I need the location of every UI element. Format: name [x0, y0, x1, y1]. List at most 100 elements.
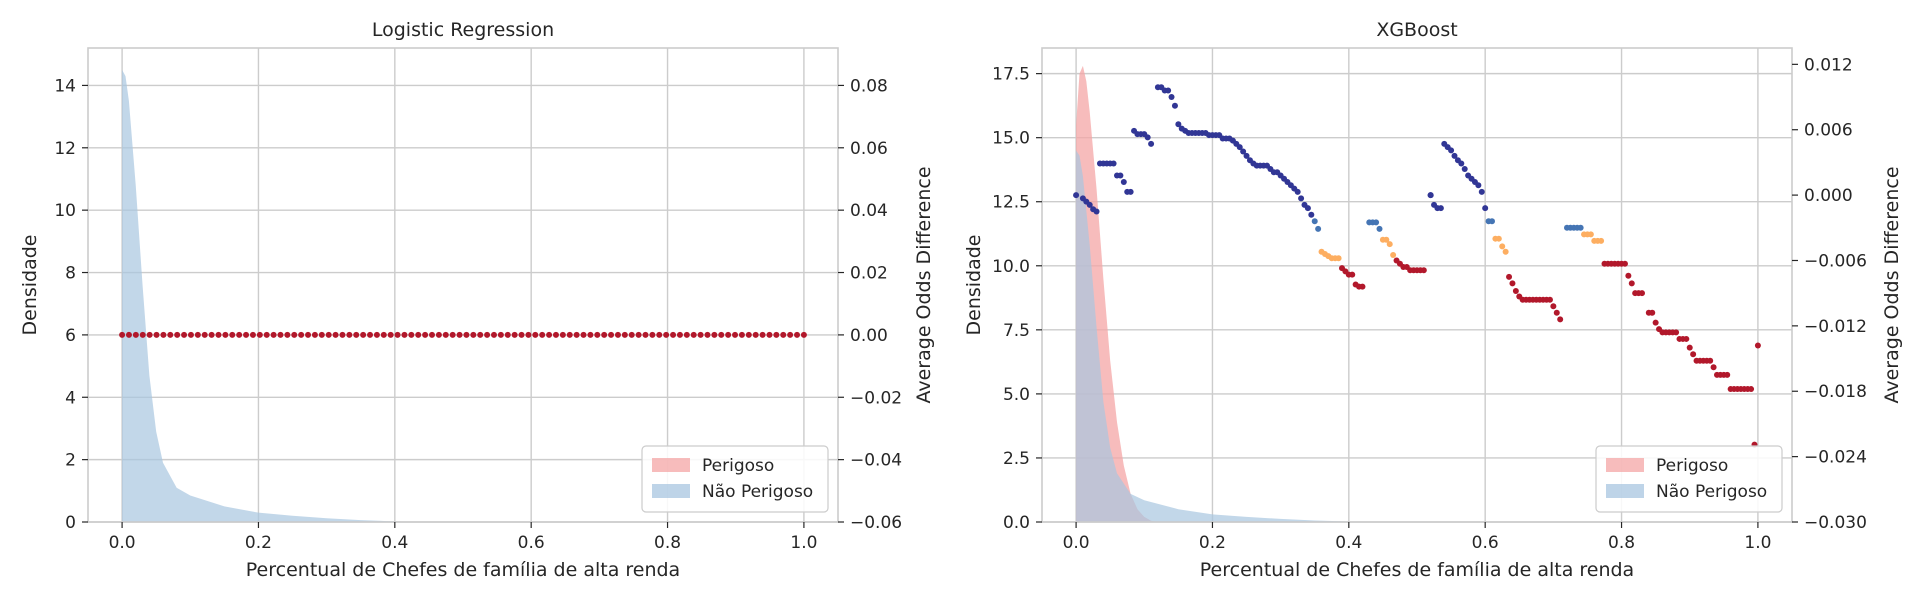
- odds-point: [1557, 316, 1564, 323]
- odds-point: [332, 331, 339, 338]
- odds-point: [1390, 252, 1397, 259]
- subplot-xgboost: 0.0 0.2 0.4 0.6 0.8 1.0 0.0 2.5 5.0 7.5 10.0 12.5 15…: [963, 19, 1903, 581]
- x-tick-label: 0.4: [381, 533, 408, 553]
- odds-point: [132, 331, 139, 338]
- odds-point: [601, 331, 608, 338]
- odds-point: [738, 331, 745, 338]
- odds-point: [525, 331, 532, 338]
- odds-point: [187, 331, 194, 338]
- odds-point: [683, 331, 690, 338]
- subplot-title: XGBoost: [1376, 19, 1457, 41]
- odds-point: [1502, 248, 1509, 255]
- odds-point: [215, 331, 222, 338]
- subplot-logistic-regression: 0.0 0.2 0.4 0.6 0.8 1.0 0 2 4 6 8 10 12 14 0.08 0.06 0.0…: [19, 19, 935, 581]
- x-tick-label: 0.4: [1335, 533, 1362, 553]
- legend-swatch-nao-perigoso: [652, 484, 690, 498]
- x-tick-label: 0.2: [245, 533, 272, 553]
- y2-tick-label: −0.012: [1804, 317, 1867, 337]
- legend-label: Perigoso: [702, 456, 774, 476]
- odds-point: [1175, 121, 1182, 128]
- plot-area: [88, 48, 838, 522]
- odds-point: [442, 331, 449, 338]
- y2-tick-label: 0.00: [850, 326, 888, 346]
- odds-point: [656, 331, 663, 338]
- odds-point: [800, 331, 807, 338]
- odds-point: [759, 331, 766, 338]
- odds-point: [697, 331, 704, 338]
- odds-point: [194, 331, 201, 338]
- odds-point: [1639, 290, 1645, 297]
- odds-point: [311, 331, 318, 338]
- odds-point: [642, 331, 649, 338]
- odds-point: [484, 331, 491, 338]
- odds-point: [208, 331, 215, 338]
- odds-point: [1349, 271, 1356, 278]
- y2-tick-label: −0.024: [1804, 448, 1867, 468]
- legend: Perigoso Não Perigoso: [1595, 445, 1783, 513]
- odds-point: [1359, 283, 1366, 290]
- odds-point: [401, 331, 408, 338]
- legend-swatch-perigoso: [1606, 458, 1644, 472]
- odds-point: [463, 331, 470, 338]
- odds-point: [1499, 243, 1506, 250]
- odds-point: [1298, 195, 1305, 202]
- odds-point: [1086, 201, 1093, 208]
- x-tick-label: 0.8: [1608, 533, 1635, 553]
- odds-point: [780, 331, 787, 338]
- odds-point: [470, 331, 477, 338]
- y-tick-label: 2: [65, 451, 76, 471]
- odds-point: [552, 331, 559, 338]
- odds-point: [1577, 224, 1584, 231]
- odds-point: [181, 331, 188, 338]
- odds-point: [1652, 319, 1659, 326]
- odds-point: [1690, 351, 1697, 358]
- odds-point: [1489, 218, 1495, 225]
- odds-point: [125, 331, 132, 338]
- y-tick-label: 15.0: [992, 129, 1030, 149]
- odds-point: [305, 331, 312, 338]
- odds-point: [497, 331, 504, 338]
- odds-point: [690, 331, 697, 338]
- y-tick-label: 10: [54, 201, 76, 221]
- x-tick-label: 1.0: [1744, 533, 1771, 553]
- odds-point: [387, 331, 394, 338]
- odds-point: [1587, 231, 1594, 238]
- odds-point: [408, 331, 415, 338]
- odds-point: [1120, 179, 1127, 186]
- y-tick-label: 5.0: [1003, 385, 1030, 405]
- odds-point: [119, 331, 126, 338]
- odds-point: [429, 331, 436, 338]
- y2-tick-label: −0.030: [1804, 513, 1867, 533]
- odds-point: [174, 331, 181, 338]
- odds-point: [249, 331, 256, 338]
- y-tick-label: 17.5: [992, 65, 1030, 85]
- odds-point: [752, 331, 759, 338]
- odds-point: [1168, 94, 1175, 101]
- odds-point: [580, 331, 587, 338]
- odds-point: [518, 331, 525, 338]
- y-axis-label: Densidade: [19, 235, 41, 336]
- odds-point: [614, 331, 621, 338]
- odds-point: [676, 331, 683, 338]
- y2-tick-label: −0.06: [850, 513, 902, 533]
- x-tick-label: 0.2: [1199, 533, 1226, 553]
- y2-tick-label: −0.018: [1804, 382, 1867, 402]
- y2-tick-label: 0.000: [1804, 186, 1853, 206]
- y-tick-label: 0.0: [1003, 513, 1030, 533]
- odds-point: [649, 331, 656, 338]
- odds-point: [1461, 165, 1468, 172]
- odds-point: [573, 331, 580, 338]
- odds-point: [1311, 218, 1318, 225]
- odds-point: [222, 331, 229, 338]
- odds-point: [621, 331, 628, 338]
- odds-point: [1236, 144, 1243, 151]
- y-tick-label: 2.5: [1003, 449, 1030, 469]
- odds-point: [566, 331, 573, 338]
- odds-point: [353, 331, 360, 338]
- y-tick-label: 10.0: [992, 257, 1030, 277]
- odds-point: [532, 331, 539, 338]
- legend-label: Não Perigoso: [702, 482, 813, 502]
- odds-point: [1117, 172, 1124, 179]
- odds-point: [318, 331, 325, 338]
